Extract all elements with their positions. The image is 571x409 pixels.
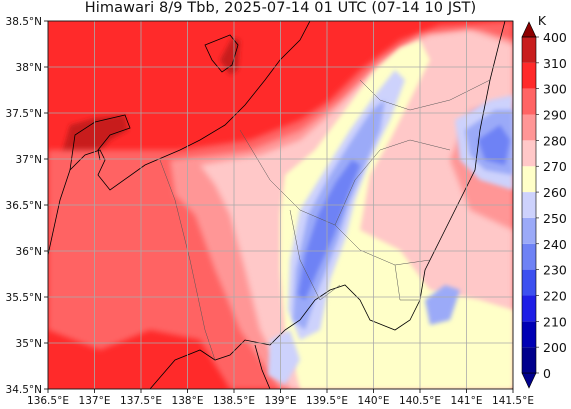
colorbar-segment	[522, 295, 536, 322]
lat-tick-label: 35°N	[16, 338, 42, 350]
colorbar-segment	[522, 269, 536, 296]
colorbar-tick-label: 260	[543, 185, 567, 200]
colorbar-segment	[522, 37, 536, 63]
colorbar-segment	[522, 243, 536, 270]
lat-tick-label: 38°N	[16, 62, 42, 74]
colorbar-tick-label: 230	[543, 263, 567, 278]
coastline-noto	[69, 114, 131, 171]
colorbar-tick-label: 270	[543, 159, 567, 174]
lon-tick-label: 140.5°E	[399, 395, 441, 407]
lon-tick-label: 137.5°E	[120, 395, 162, 407]
field-230k	[298, 160, 360, 300]
lat-tick-label: 35.5°N	[6, 292, 42, 304]
lat-tick-label: 36.5°N	[6, 200, 42, 212]
colorbar-segment	[522, 88, 536, 115]
lon-tick-label: 138.5°E	[213, 395, 255, 407]
prefecture-boundary	[334, 139, 451, 226]
lon-tick-label: 140°E	[358, 395, 390, 407]
colorbar-frame	[521, 36, 537, 374]
coastline-japan-sea	[48, 21, 311, 256]
coastline-sado	[204, 34, 239, 73]
lon-tick-label: 136.5°E	[27, 395, 69, 407]
lat-tick-label: 34.5°N	[6, 384, 42, 396]
coastline-izu	[254, 344, 271, 389]
colorbar-segment	[522, 321, 536, 348]
lon-tick-label: 141.5°E	[492, 395, 534, 407]
colorbar-tick-label: 300	[543, 82, 567, 97]
colorbar-segment	[522, 140, 536, 167]
colorbar-tick-label: 400	[543, 30, 567, 45]
colorbar-segment	[522, 192, 536, 218]
lon-tick-label: 139.5°E	[306, 395, 348, 407]
colorbar-tick-label: 0	[543, 366, 551, 381]
prefecture-boundaries	[159, 79, 491, 361]
prefecture-boundary	[289, 209, 341, 301]
colorbar-tick-label: 250	[543, 211, 567, 226]
colorbar-unit: K	[538, 13, 547, 28]
coastline-pacific	[149, 21, 506, 389]
colorbar-segment	[522, 217, 536, 244]
colorbar-tick-label: 290	[543, 108, 567, 123]
colorbar-tick-label: 240	[543, 237, 567, 252]
map-title: Himawari 8/9 Tbb, 2025-07-14 01 UTC (07-…	[84, 0, 477, 16]
field-230k	[478, 125, 510, 165]
lat-tick-label: 38.5°N	[6, 16, 42, 28]
lat-tick-label: 36°N	[16, 246, 42, 258]
colorbar-tick-label: 210	[543, 314, 567, 329]
colorbar-segment	[522, 166, 536, 193]
field-250k	[268, 330, 300, 385]
lon-tick-label: 138°E	[172, 395, 204, 407]
lon-tick-label: 139°E	[265, 395, 297, 407]
field-240k	[425, 285, 460, 325]
colorbar: 0 200 210 220 230 240 250 260 270 280 290 300 310 400…	[521, 13, 567, 389]
colorbar-tick-label: 220	[543, 288, 567, 303]
prefecture-boundary	[159, 159, 216, 361]
lat-tick-label: 37°N	[16, 154, 42, 166]
colorbar-segment	[522, 62, 536, 89]
prefecture-boundary	[394, 264, 420, 301]
lat-tick-labels: 34.5°N 35°N 35.5°N 36°N 36.5°N 37°N 37.5°N 38°N…	[6, 16, 48, 396]
lat-tick-label: 37.5°N	[6, 108, 42, 120]
colorbar-tick-label: 310	[543, 56, 567, 71]
field-310k	[220, 38, 240, 75]
lon-tick-label: 137°E	[79, 395, 111, 407]
colorbar-segment	[522, 114, 536, 141]
colorbar-segment	[522, 347, 536, 373]
colorbar-extend-low	[521, 372, 537, 389]
coastlines	[48, 21, 506, 389]
colorbar-extend-high	[521, 21, 537, 38]
colorbar-tick-label: 280	[543, 133, 567, 148]
colorbar-tick-label: 200	[543, 340, 567, 355]
lon-tick-labels: 136.5°E 137°E 137.5°E 138°E 138.5°E 139°E 139.…	[27, 389, 534, 407]
lon-tick-label: 141°E	[451, 395, 483, 407]
